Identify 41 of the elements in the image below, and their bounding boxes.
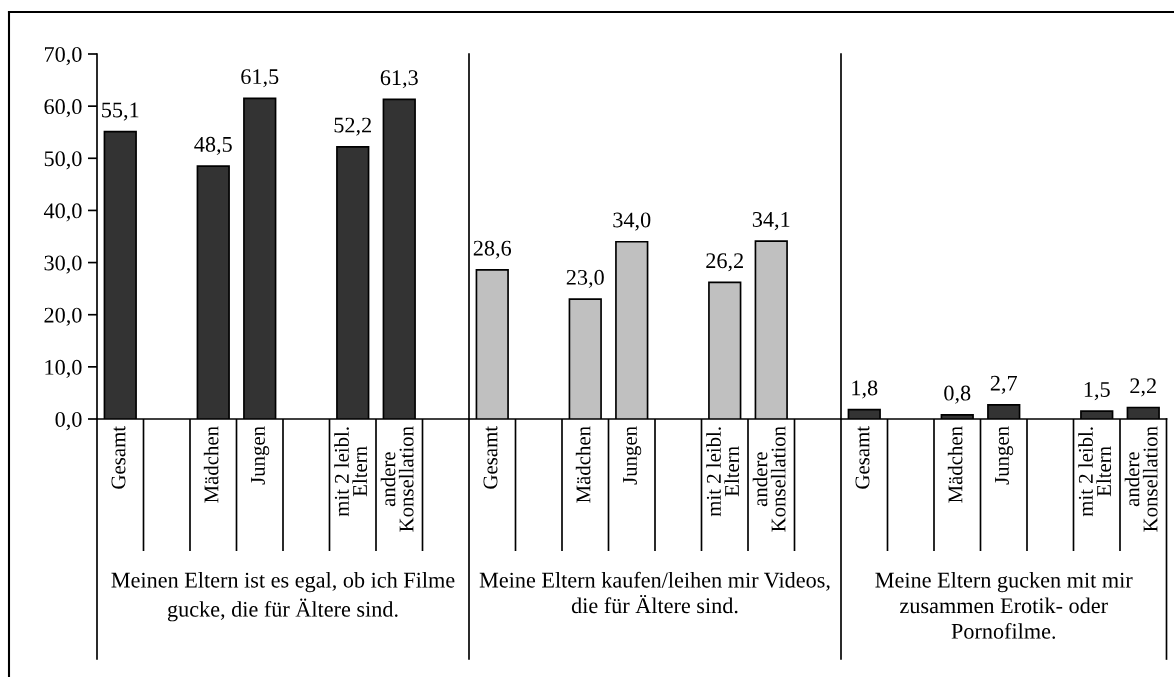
x-tick-label: mit 2 leibl. Eltern (334, 427, 368, 517)
x-tick-label: Mädchen (203, 426, 219, 503)
data-label: 1,5 (1084, 382, 1110, 401)
data-label: 61,5 (241, 69, 279, 88)
x-tick-label: Jungen (251, 426, 270, 485)
x-tick-label: Gesamt (111, 426, 126, 489)
data-label: 28,6 (473, 240, 512, 259)
y-tick-label: 30,0 (44, 255, 82, 274)
y-tick-label: 40,0 (43, 203, 82, 222)
x-tick-label: andere Konsellation (380, 426, 414, 532)
x-tick-label: Mädchen (947, 426, 963, 503)
x-tick-label: mit 2 leibl. Eltern (706, 427, 740, 517)
x-axis-title: Meinen Eltern ist es egal, ob ich Filme gucke, die für Ältere sind. (111, 572, 455, 622)
y-tick-label: 50,0 (44, 151, 82, 170)
data-label: 1,8 (852, 380, 878, 399)
y-tick-label: 60,0 (44, 99, 82, 118)
data-label: 61,3 (380, 70, 418, 89)
data-label: 55,1 (102, 102, 139, 121)
x-tick-label: andere Konsellation (752, 426, 786, 532)
data-label: 48,5 (194, 136, 232, 156)
data-label: 23,0 (566, 269, 604, 289)
x-tick-label: Mädchen (575, 426, 591, 503)
y-tick-label: 70,0 (44, 46, 82, 66)
data-label: 34,1 (752, 212, 790, 231)
x-tick-label: Jungen (995, 426, 1014, 485)
data-label: 0,8 (944, 385, 971, 404)
data-label: 52,2 (334, 117, 371, 136)
y-tick-label: 20,0 (44, 307, 82, 326)
x-tick-label: andere Konsellation (1124, 426, 1158, 532)
data-label: 2,7 (990, 375, 1017, 394)
x-tick-label: Gesamt (483, 426, 498, 489)
x-axis-title: Meine Eltern gucken mit mir zusammen Erotik- oder Pornofilme. (875, 572, 1133, 639)
y-tick-label: 0,0 (55, 411, 82, 431)
x-tick-label: mit 2 leibl. Eltern (1078, 427, 1112, 517)
data-label: 2,2 (1130, 378, 1156, 397)
data-label: 34,0 (613, 212, 651, 231)
x-axis-title: Meine Eltern kaufen/leihen mir Videos, die für Ältere sind. (479, 571, 830, 614)
y-tick-label: 10,0 (45, 359, 82, 378)
x-tick-label: Gesamt (855, 426, 870, 489)
x-tick-label: Jungen (623, 426, 642, 485)
data-label: 26,2 (706, 253, 743, 272)
